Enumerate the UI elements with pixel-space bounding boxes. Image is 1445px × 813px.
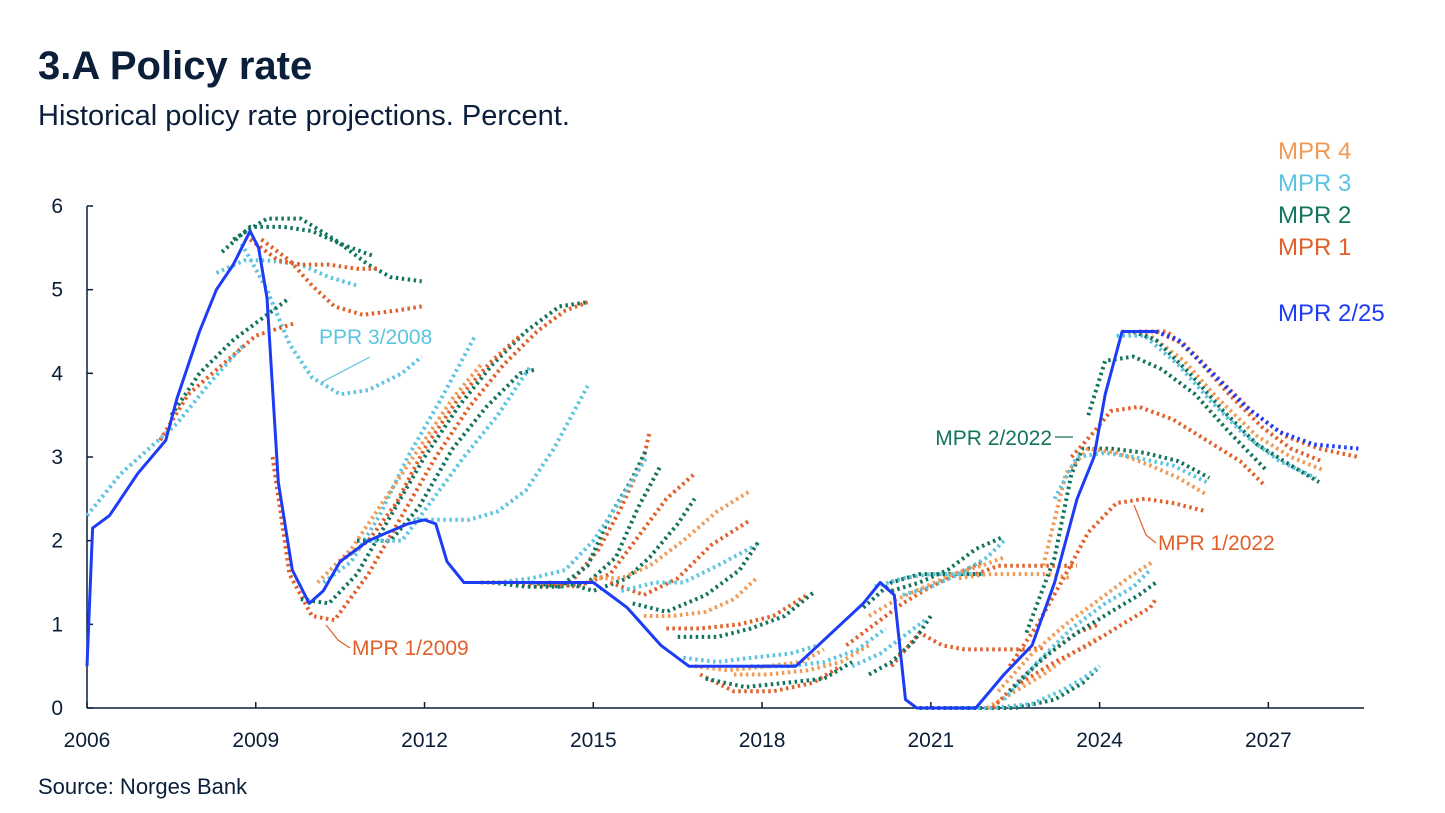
x-tick-label: 2012 [401,729,448,752]
legend-entry: MPR 1 [1278,234,1351,261]
annotations-layer: PPR 3/2008 MPR 1/2009 MPR 2/2022 MPR 1/2022 [319,326,1275,660]
series-line [851,618,927,669]
y-tick-label: 1 [51,613,63,636]
x-tick-label: 2006 [64,729,111,752]
y-tick-label: 6 [51,195,63,218]
series-line [890,534,1005,593]
series-line [699,664,842,694]
series-line [338,334,522,564]
series-line [1007,496,1207,668]
series-line [750,626,887,669]
x-tick-label: 2027 [1245,729,1292,752]
legend-entry: MPR 3 [1278,170,1351,197]
series-line [705,660,854,690]
series-line [85,229,1156,710]
annotation-label: MPR 2/2022 [935,427,1052,450]
annotation-label: MPR 1/2009 [352,637,469,660]
series-line [733,643,871,677]
series-line [215,258,358,288]
series-line [947,664,1101,710]
series-line [300,300,588,606]
series-line [1019,598,1158,685]
series-line [868,614,933,677]
series-line [1002,568,1152,701]
y-tick-label: 2 [51,530,63,553]
series-line [564,497,697,593]
x-tick-label: 2024 [1076,729,1123,752]
x-tick-label: 2009 [232,729,279,752]
series-line [531,464,663,589]
series-line [996,559,1155,693]
chart-subtitle: Historical policy rate projections. Perc… [38,100,570,132]
annotation-label: MPR 1/2022 [1158,532,1275,555]
series-line [1008,580,1158,693]
annotation-leader [1133,504,1157,544]
series-line [867,555,1005,618]
annotation-label: PPR 3/2008 [319,326,432,349]
series-line [861,572,985,610]
chart-title: 3.A Policy rate [38,44,313,88]
series-line [902,539,1006,597]
series-line [1155,329,1359,451]
series-line [322,334,477,585]
y-tick-label: 0 [51,697,63,720]
series-line [413,384,590,522]
series-line [316,363,483,584]
series-line [919,664,1102,710]
series-line [1052,450,1208,500]
y-tick-label: 5 [51,279,63,302]
y-tick-label: 4 [51,362,63,385]
series-line [683,643,819,664]
series-line [169,296,291,417]
series-line [239,242,423,397]
series-line [975,563,1078,576]
annotation-leader [321,356,371,383]
series-line [609,518,752,597]
series-line [1139,329,1323,464]
series-line [1041,446,1208,567]
series-line [232,216,422,284]
legend-entry: MPR 2 [1278,202,1351,229]
legend: MPR 4 MPR 3 MPR 2 MPR 1 MPR 2/25 [1278,138,1385,327]
y-tick-label: 3 [51,446,63,469]
actual-layer [85,229,1359,710]
series-line [666,593,809,631]
annotation-leader [325,624,351,649]
series-line [593,488,752,581]
series-line [1121,329,1323,472]
series-line [1116,333,1318,480]
series-line [270,300,589,623]
series-line [643,576,758,618]
series-line [497,455,649,585]
series-line [620,543,758,593]
series-line [85,342,246,517]
x-tick-label: 2021 [907,729,954,752]
series-line [1024,446,1211,634]
series-line [357,367,538,543]
series-line [1086,354,1268,471]
x-tick-label: 2015 [570,729,617,752]
axes: 0 1 2 3 4 5 6 2006 2009 2012 2015 2018 2021 2024 2027 [51,195,1364,752]
series-line [248,237,380,271]
legend-entry: MPR 2/25 [1278,300,1385,327]
series-line [1132,329,1321,484]
series-line [1070,404,1268,488]
series-line [548,472,696,589]
series-line [260,237,423,317]
series-line [874,572,985,589]
series-line [491,447,649,589]
source-note: Source: Norges Bank [38,774,248,799]
legend-entry: MPR 4 [1278,138,1351,165]
series-line [677,589,817,639]
series-line [220,224,375,259]
x-tick-label: 2018 [739,729,786,752]
series-line [480,431,652,589]
series-line [368,363,534,543]
